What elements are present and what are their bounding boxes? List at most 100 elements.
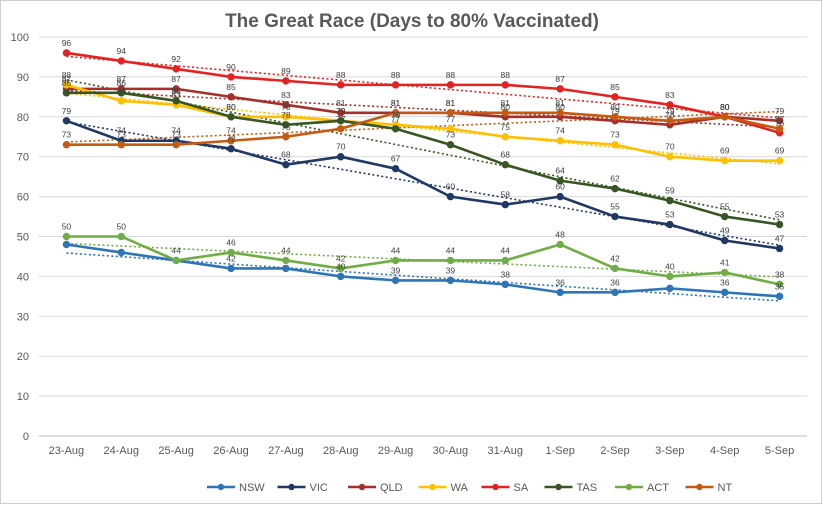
data-label-nsw: 35 bbox=[775, 281, 785, 291]
data-point-nsw bbox=[775, 292, 784, 301]
data-label-act: 44 bbox=[171, 245, 181, 255]
data-point-nsw bbox=[556, 288, 564, 297]
data-label-wa: 88 bbox=[62, 70, 72, 80]
data-label-act: 38 bbox=[775, 269, 785, 279]
x-tick-label: 30-Aug bbox=[433, 445, 468, 457]
data-label-tas: 55 bbox=[720, 202, 730, 212]
data-point-qld bbox=[775, 117, 784, 125]
data-label-sa: 88 bbox=[501, 70, 511, 80]
data-label-vic: 70 bbox=[336, 142, 346, 152]
legend-item-act: ACT bbox=[615, 482, 669, 494]
data-point-wa bbox=[721, 156, 729, 165]
data-label-act: 50 bbox=[117, 222, 127, 232]
data-point-nsw bbox=[666, 284, 674, 293]
data-label-nt: 74 bbox=[226, 126, 236, 136]
data-point-vic bbox=[391, 164, 400, 173]
data-label-vic: 55 bbox=[610, 202, 620, 212]
data-point-vic bbox=[775, 244, 784, 253]
data-point-wa bbox=[62, 81, 71, 89]
data-label-wa: 84 bbox=[117, 86, 127, 96]
data-point-vic bbox=[556, 192, 564, 201]
data-point-wa bbox=[611, 141, 619, 149]
data-label-sa: 92 bbox=[171, 54, 181, 64]
data-label-qld: 81 bbox=[446, 98, 456, 108]
data-point-tas bbox=[666, 196, 674, 205]
data-label-act: 44 bbox=[446, 245, 456, 255]
data-point-vic bbox=[227, 145, 235, 153]
data-label-sa: 85 bbox=[610, 82, 620, 92]
data-point-act bbox=[501, 256, 509, 265]
data-point-wa bbox=[556, 137, 564, 145]
data-label-qld: 87 bbox=[62, 74, 72, 84]
data-point-act bbox=[556, 240, 564, 249]
data-point-nt bbox=[611, 113, 619, 121]
data-label-nt: 81 bbox=[555, 98, 565, 108]
data-point-sa bbox=[62, 49, 71, 57]
data-point-act bbox=[446, 256, 455, 265]
legend-item-qld: QLD bbox=[348, 482, 403, 494]
data-label-nt: 73 bbox=[117, 130, 127, 140]
data-point-wa bbox=[775, 156, 784, 165]
data-label-qld: 83 bbox=[281, 90, 291, 100]
data-label-nt: 77 bbox=[336, 114, 346, 124]
legend-marker-act bbox=[625, 483, 633, 491]
series-line-tas bbox=[66, 91, 780, 226]
data-label-wa: 70 bbox=[665, 142, 675, 152]
data-label-tas: 80 bbox=[226, 102, 236, 112]
data-point-vic bbox=[611, 212, 619, 221]
data-label-nsw: 38 bbox=[501, 269, 511, 279]
series-line-nt bbox=[66, 111, 780, 147]
legend-marker-qld bbox=[358, 483, 366, 491]
data-point-wa bbox=[666, 153, 674, 161]
x-tick-label: 4-Sep bbox=[710, 445, 739, 457]
data-point-act bbox=[337, 264, 345, 273]
data-label-nsw: 40 bbox=[336, 261, 346, 271]
data-point-qld bbox=[172, 85, 180, 93]
data-point-tas bbox=[337, 117, 345, 125]
data-label-nsw: 39 bbox=[446, 265, 456, 275]
data-label-sa: 90 bbox=[226, 62, 236, 72]
data-label-qld: 79 bbox=[775, 106, 785, 116]
y-tick-label: 100 bbox=[11, 32, 29, 44]
legend-label-nt: NT bbox=[718, 482, 733, 494]
data-point-act bbox=[391, 256, 400, 265]
data-label-act: 48 bbox=[555, 229, 565, 239]
data-label-act: 44 bbox=[501, 245, 511, 255]
data-point-tas bbox=[62, 89, 71, 97]
series-line-act bbox=[66, 235, 780, 286]
legend-marker-vic bbox=[288, 483, 295, 491]
data-label-nsw: 39 bbox=[391, 265, 401, 275]
data-label-tas: 53 bbox=[775, 210, 785, 220]
data-point-act bbox=[721, 268, 729, 277]
data-label-tas: 77 bbox=[391, 114, 401, 124]
data-label-nt: 81 bbox=[446, 98, 456, 108]
x-tick-label: 3-Sep bbox=[655, 445, 684, 457]
data-point-act bbox=[282, 256, 290, 265]
data-point-tas bbox=[775, 220, 784, 229]
data-point-sa bbox=[391, 81, 400, 89]
data-point-nsw bbox=[501, 280, 509, 289]
y-tick-label: 90 bbox=[17, 72, 29, 84]
legend-item-vic: VIC bbox=[277, 482, 328, 494]
data-point-act bbox=[611, 264, 619, 273]
data-point-sa bbox=[501, 81, 509, 89]
data-point-tas bbox=[117, 89, 125, 97]
data-label-vic: 60 bbox=[555, 182, 565, 192]
data-point-vic bbox=[501, 200, 509, 209]
data-label-tas: 73 bbox=[446, 130, 456, 140]
legend-label-act: ACT bbox=[647, 482, 669, 494]
legend-item-nsw: NSW bbox=[207, 482, 265, 494]
data-point-nt bbox=[446, 109, 455, 117]
data-point-qld bbox=[227, 93, 235, 101]
x-tick-label: 5-Sep bbox=[765, 445, 794, 457]
data-label-tas: 86 bbox=[62, 78, 72, 88]
data-label-vic: 47 bbox=[775, 233, 785, 243]
data-label-act: 41 bbox=[720, 257, 730, 267]
legend-label-sa: SA bbox=[514, 482, 529, 494]
legend-item-tas: TAS bbox=[544, 482, 597, 494]
data-point-tas bbox=[556, 176, 564, 185]
data-point-tas bbox=[282, 121, 290, 129]
data-label-vic: 58 bbox=[501, 190, 511, 200]
data-label-tas: 79 bbox=[336, 106, 346, 116]
